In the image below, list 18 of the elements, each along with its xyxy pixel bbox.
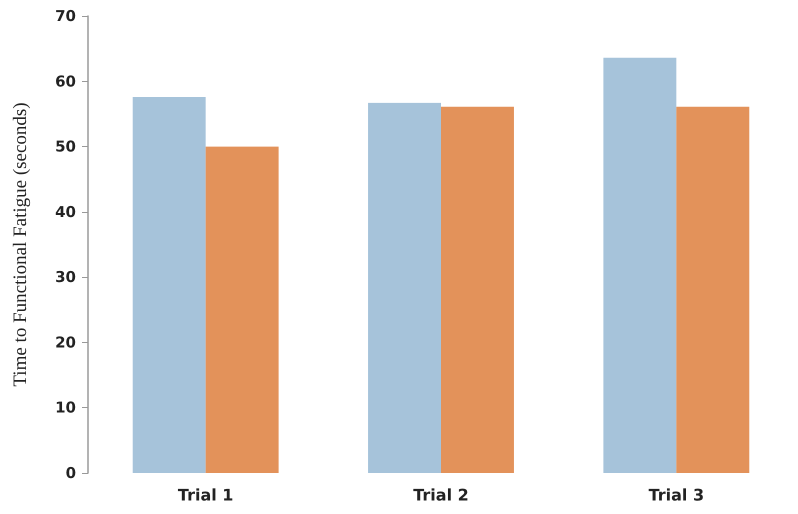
y-tick-label: 70: [55, 7, 76, 25]
x-tick-label: Trial 1: [178, 486, 234, 504]
bar: [206, 146, 279, 473]
x-tick-label: Trial 3: [648, 486, 704, 504]
y-tick-label: 10: [55, 398, 76, 417]
bar: [603, 58, 676, 473]
y-axis-title: Time to Functional Fatigue (seconds): [10, 102, 31, 387]
x-tick-label: Trial 2: [413, 486, 469, 504]
bar: [676, 106, 750, 473]
y-tick-label: 20: [55, 333, 76, 352]
y-tick-label: 0: [66, 464, 76, 482]
y-tick-label: 30: [55, 268, 76, 286]
bar: [368, 102, 441, 473]
bar: [441, 106, 514, 473]
y-tick-label: 60: [55, 72, 76, 90]
bar: [132, 96, 206, 473]
y-tick-label: 40: [55, 202, 76, 221]
y-tick-label: 50: [55, 138, 76, 156]
